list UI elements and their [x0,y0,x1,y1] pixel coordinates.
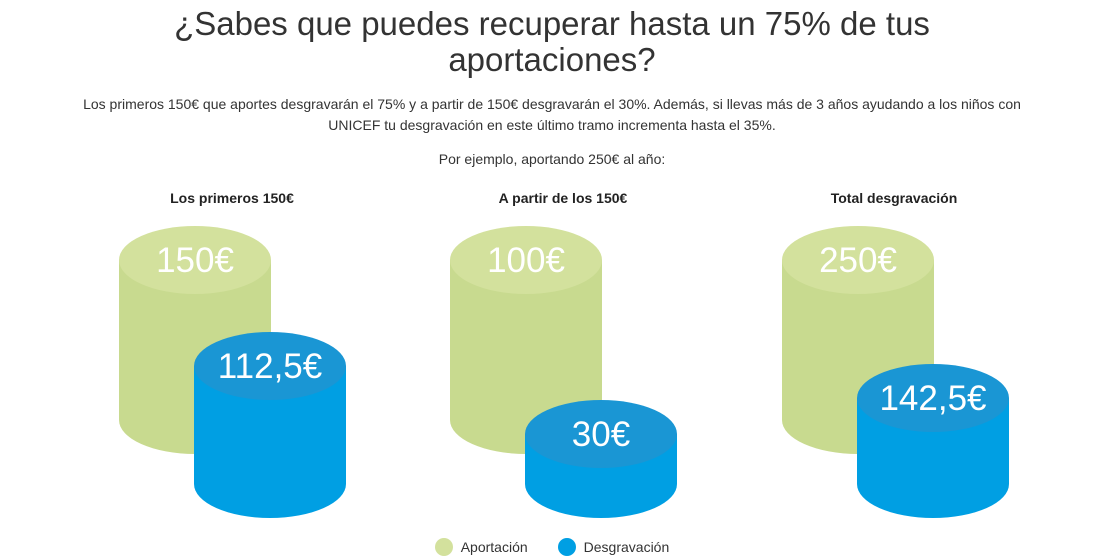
desgravacion-cylinder-2-label: 30€ [572,415,630,454]
desgravacion-cylinder-3-top [857,364,1009,432]
legend-item-aportacion: Aportación [434,538,528,556]
legend-swatch-aportacion [434,538,453,556]
aportacion-cylinder-3-label: 250€ [819,241,897,280]
group-title-first: Los primeros 150€ [170,190,294,206]
group-title-second: A partir de los 150€ [498,190,628,206]
headline-line-2: aportaciones? [448,41,656,78]
aportacion-cylinder-1-label: 150€ [156,241,234,280]
aportacion-cylinder-2-label: 100€ [487,241,565,280]
legend-swatch-desgravacion [557,538,576,556]
headline: ¿Sabes que puedes recuperar hasta un 75%… [0,6,1104,78]
legend-item-desgravacion: Desgravación [557,538,670,556]
example-text: Por ejemplo, aportando 250€ al año: [438,151,666,167]
legend-label-aportacion: Aportación [460,539,528,555]
cylinder-chart: 150€ 112,5€ 100€ 30€ 250€ 142,5€ [119,226,1009,518]
aportacion-cylinder-1-top [119,226,271,294]
aportacion-cylinder-2-top [450,226,602,294]
aportacion-cylinder-3-top [782,226,934,294]
legend: Aportación Desgravación [0,538,1104,556]
group-title-total: Total desgravación [830,190,958,206]
desgravacion-cylinder-3-body [857,398,1009,518]
legend-label-desgravacion: Desgravación [583,539,670,555]
desgravacion-cylinder-3-label: 142,5€ [879,379,986,418]
desgravacion-cylinder-2-top [525,400,677,468]
desgravacion-cylinder-1-body [194,366,346,518]
desgravacion-cylinder-1-top [194,332,346,400]
headline-line-1: ¿Sabes que puedes recuperar hasta un 75%… [174,5,930,42]
desgravacion-cylinder-1-label: 112,5€ [218,347,322,386]
intro-text: Los primeros 150€ que aportes desgravará… [83,96,1021,133]
